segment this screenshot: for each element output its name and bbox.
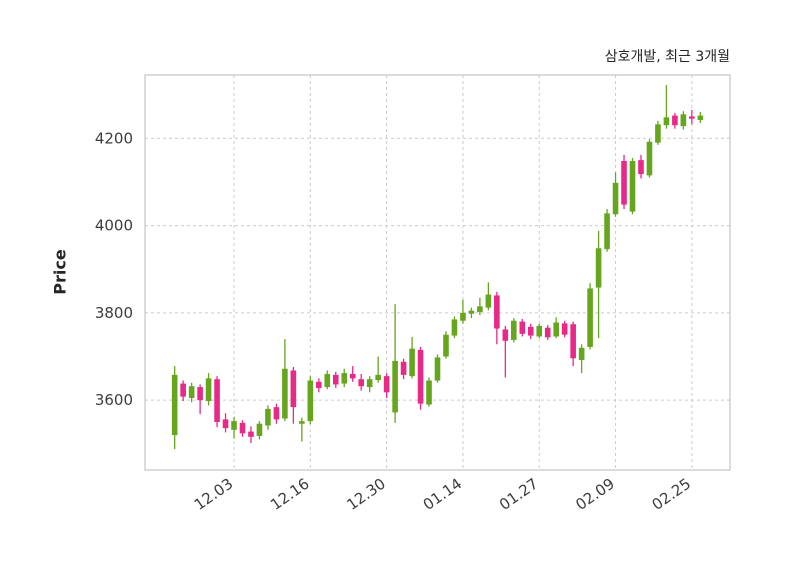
candle-body (443, 334, 449, 357)
candle-body (299, 421, 305, 424)
candle-body (477, 306, 483, 312)
candle-body (248, 431, 254, 437)
x-tick-label: 12.16 (267, 475, 313, 514)
chart-title: 삼호개발, 최근 3개월 (604, 49, 730, 65)
candle-body (171, 374, 178, 436)
candle-body (544, 327, 551, 338)
candle-body (231, 421, 237, 430)
candle-body (578, 347, 585, 361)
candle-body (519, 321, 526, 334)
candle-body (689, 116, 695, 119)
candle-body (358, 379, 364, 387)
x-tick-label: 02.25 (649, 475, 695, 514)
candle-body (655, 124, 661, 143)
candle-body (604, 213, 610, 250)
candle-body (180, 383, 186, 397)
candle-body (375, 374, 381, 381)
candle-body (290, 370, 297, 408)
y-tick-label: 4000 (95, 217, 133, 235)
y-tick-label: 3600 (95, 391, 133, 409)
candle-body (426, 380, 432, 405)
candle-body (460, 312, 466, 321)
candle-body (409, 348, 415, 377)
candle-body (324, 373, 331, 388)
candle-body (256, 423, 263, 436)
candle-body (697, 115, 704, 120)
candle-body (383, 376, 390, 393)
candle-body (663, 117, 670, 126)
candle-body (239, 422, 246, 434)
x-tick-label: 01.27 (496, 475, 542, 514)
candle-body (214, 379, 220, 422)
x-tick-label: 01.14 (420, 475, 466, 514)
candle-body (646, 141, 653, 176)
candle-body (536, 325, 543, 337)
candle-body (672, 115, 678, 126)
candle-body (527, 326, 534, 336)
candle-body (282, 368, 288, 419)
candle-body (587, 288, 593, 347)
candle-body (511, 320, 517, 340)
candle-body (502, 329, 509, 341)
candle-body (316, 381, 322, 388)
candle-body (341, 373, 348, 384)
candle-body (561, 323, 568, 335)
candle-body (332, 374, 339, 385)
candle-body (349, 373, 356, 379)
candle-body (485, 294, 492, 308)
candle-body (273, 407, 280, 420)
candle-body (434, 357, 441, 381)
candle-body (400, 361, 407, 375)
candle-body (205, 378, 212, 402)
x-tick-label: 02.09 (572, 475, 618, 514)
candle-body (553, 322, 559, 337)
candle-body (468, 310, 475, 314)
x-tick-label: 12.30 (343, 475, 389, 514)
x-tick-label: 12.03 (191, 475, 237, 514)
candle-body (392, 360, 398, 413)
candle-body (612, 182, 619, 215)
candle-body (595, 248, 602, 288)
candle-body (494, 295, 500, 329)
candle-body (222, 419, 229, 429)
candle-body (621, 160, 627, 205)
candle-body (197, 387, 203, 401)
candle-body (629, 160, 636, 212)
candle-body (451, 319, 458, 336)
candle-body (680, 114, 687, 127)
plot-frame (144, 74, 731, 471)
candle-body (307, 380, 314, 422)
candle-body (188, 386, 195, 398)
candle-body (417, 349, 424, 404)
candle-body (638, 160, 644, 175)
candle-body (570, 324, 576, 359)
candle-body (265, 408, 271, 426)
candle-body (366, 379, 373, 388)
plot-background (145, 75, 730, 470)
y-tick-label: 4200 (95, 129, 133, 147)
y-tick-label: 3800 (95, 304, 133, 322)
